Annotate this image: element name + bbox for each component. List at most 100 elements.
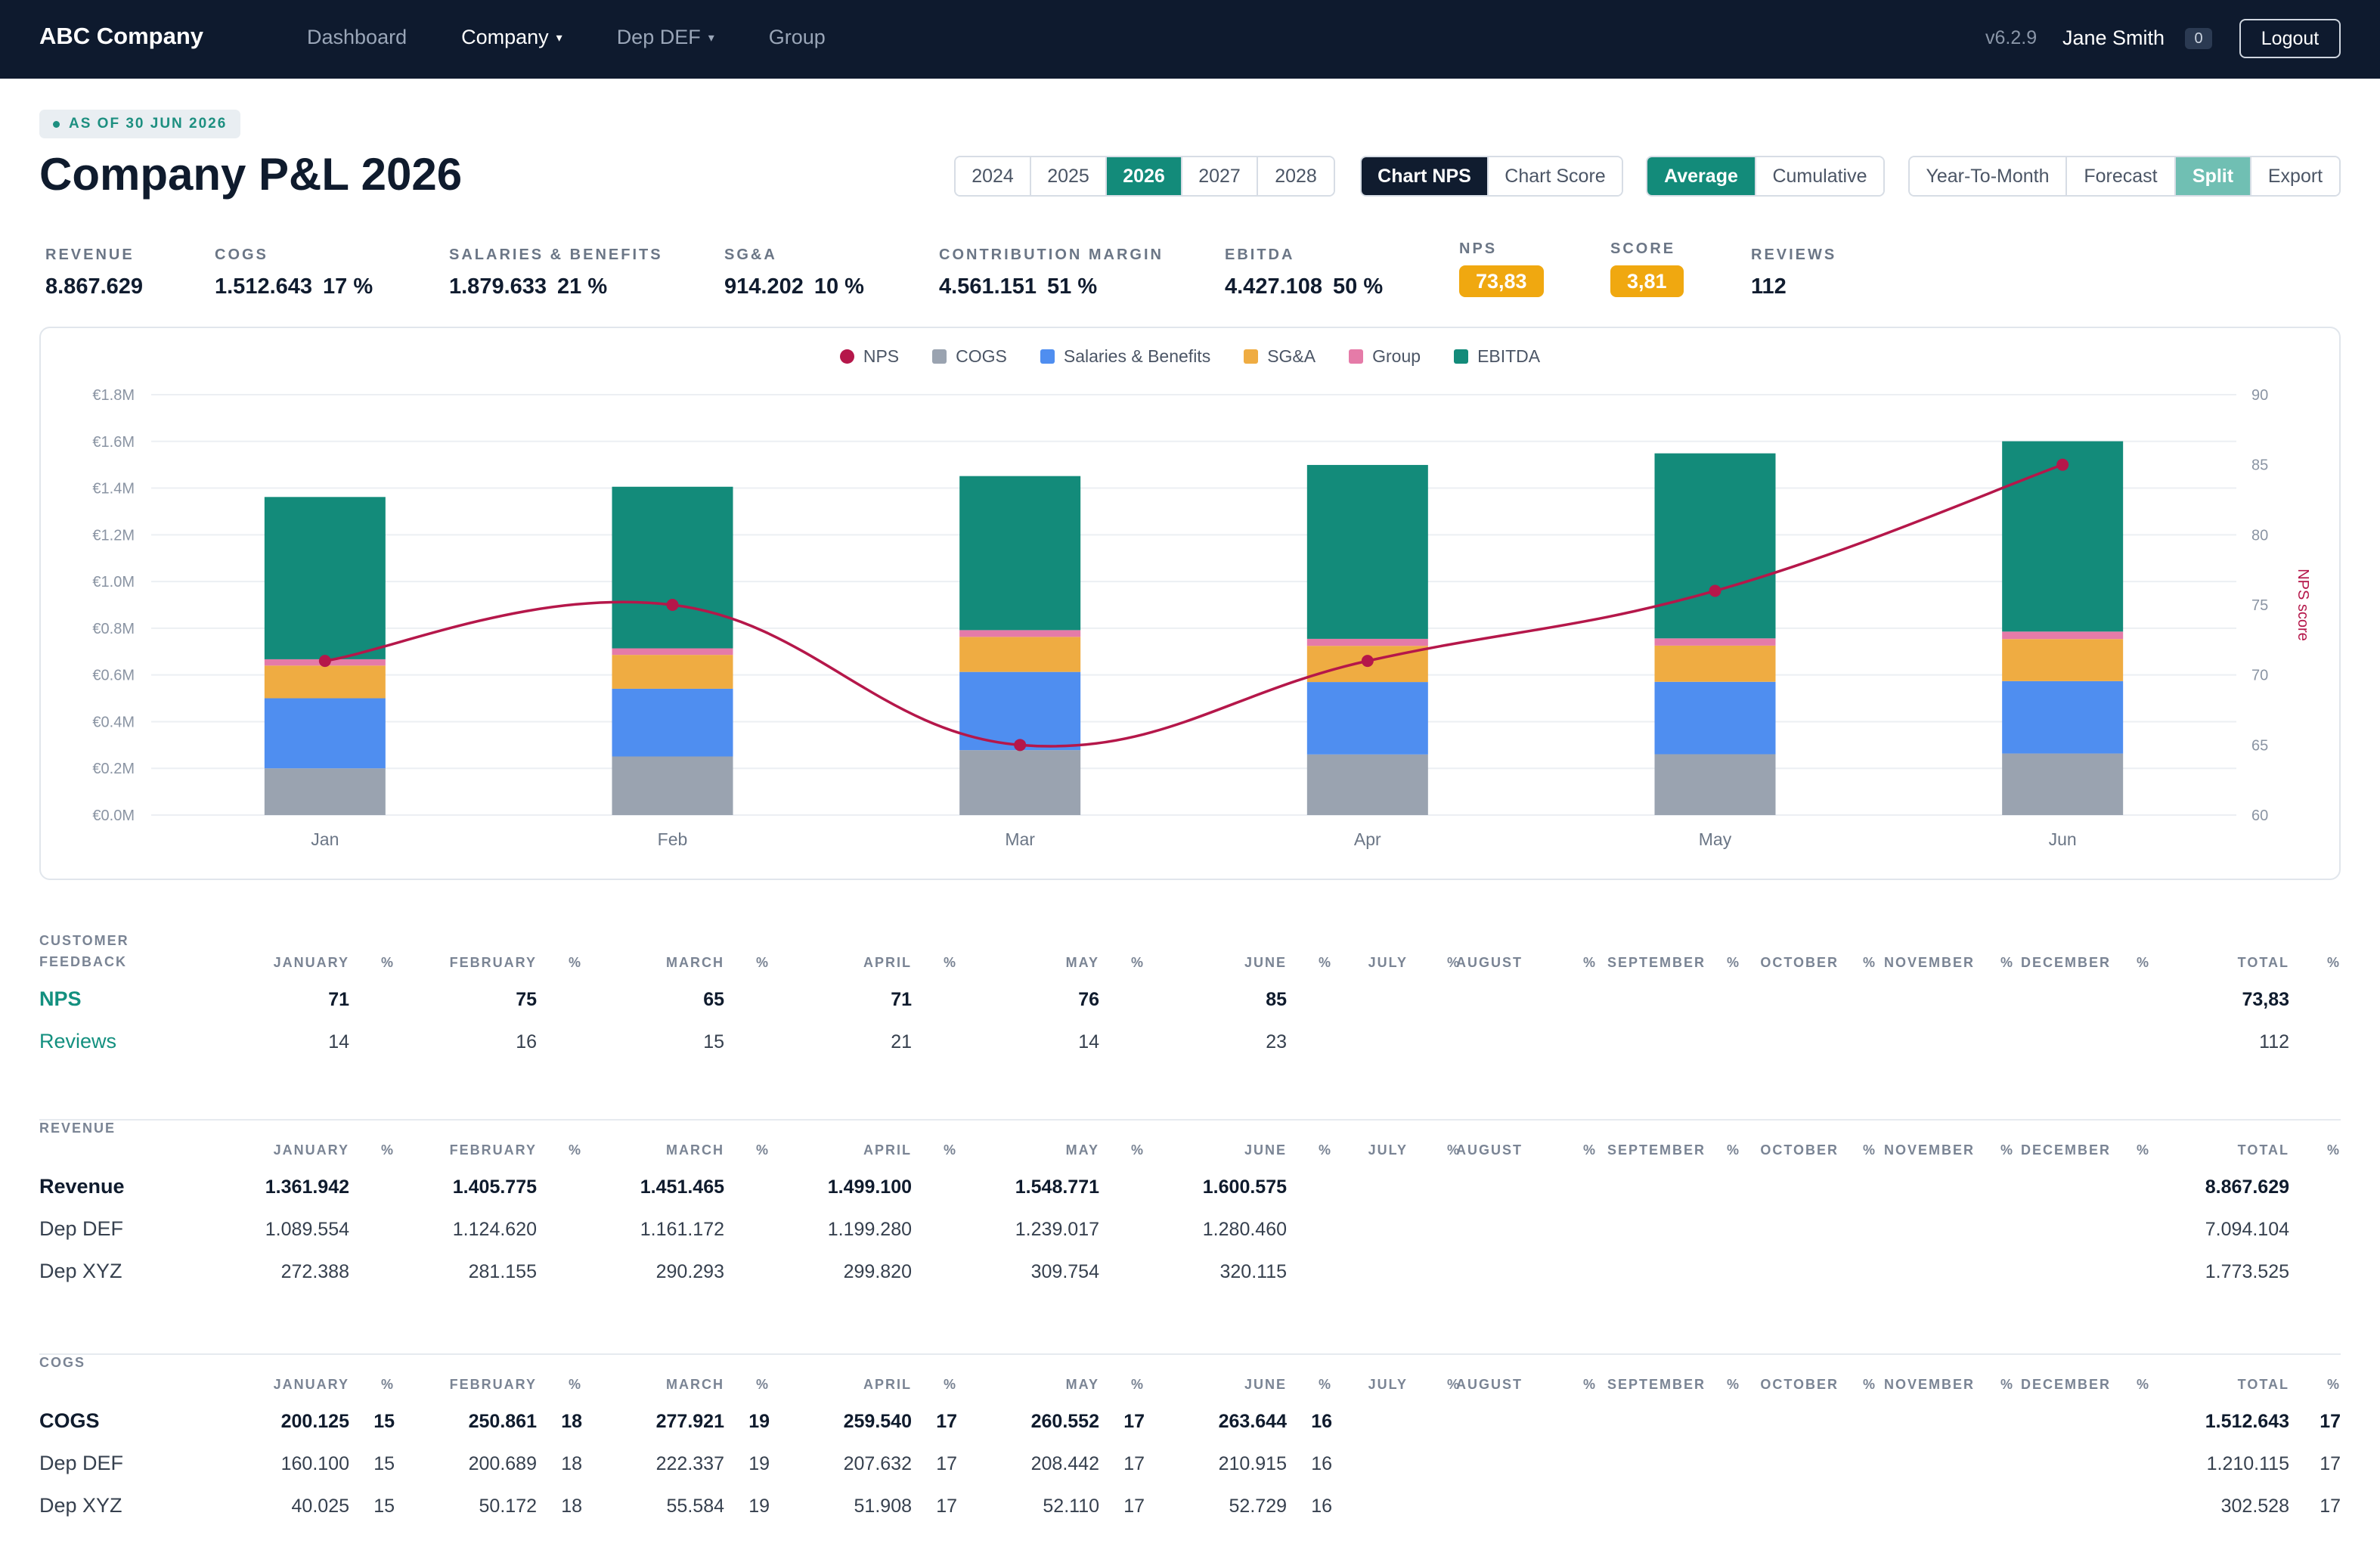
year-option-2024[interactable]: 2024 xyxy=(956,157,1031,195)
bar-segment[interactable] xyxy=(264,665,386,699)
bar-segment[interactable] xyxy=(1306,682,1428,755)
table-header: COGS JANUARY% FEBRUARY% MARCH% APRIL% MAY% JUN… xyxy=(39,1355,2341,1400)
percent-header: % xyxy=(1862,955,1876,970)
legend-item[interactable]: EBITDA xyxy=(1454,346,1540,367)
pl-nps-chart: €1.8M €1.6M €1.4M €1.2M €1.0M €0.8M €0.6M €0.4M… xyxy=(92,387,2311,849)
month-header: JANUARY xyxy=(273,1142,349,1158)
bar-segment[interactable] xyxy=(2002,680,2124,754)
bar-segment[interactable] xyxy=(612,655,733,689)
nps-point[interactable] xyxy=(666,599,679,611)
bar-segment[interactable] xyxy=(1306,754,1428,815)
kpi-value: 1.879.633 21 % xyxy=(449,274,663,299)
view-option-export[interactable]: Export xyxy=(2251,157,2339,195)
legend-swatch-icon xyxy=(1349,349,1364,364)
bar-segment[interactable] xyxy=(2002,639,2124,681)
month-header: JULY xyxy=(1368,1377,1408,1392)
nav-item-dashboard[interactable]: Dashboard xyxy=(307,26,407,49)
percent-header: % xyxy=(1318,1377,1332,1392)
y-tick-label: €0.6M xyxy=(92,668,135,684)
bar-segment[interactable] xyxy=(959,630,1081,637)
nav-item-company[interactable]: Company ▾ xyxy=(461,26,562,49)
bar-segment[interactable] xyxy=(1654,645,1776,682)
nps-point[interactable] xyxy=(1014,739,1027,752)
percent-header: % xyxy=(1862,1377,1876,1392)
bar-segment[interactable] xyxy=(612,688,733,757)
nps-point[interactable] xyxy=(1361,655,1374,668)
year-selector: 2024 2025 2026 2027 2028 xyxy=(954,156,1335,197)
bar-segment[interactable] xyxy=(1654,681,1776,755)
divider xyxy=(39,1119,2341,1121)
brand-logo[interactable]: ABC Company xyxy=(39,23,204,49)
percent-cell: 19 xyxy=(748,1453,770,1474)
agg-option-cumulative[interactable]: Cumulative xyxy=(1756,157,1883,195)
year-option-2028[interactable]: 2028 xyxy=(1258,157,1334,195)
bar-segment[interactable] xyxy=(1306,638,1428,646)
nav-item-dep-def[interactable]: Dep DEF ▾ xyxy=(617,26,714,49)
legend-item[interactable]: SG&A xyxy=(1244,346,1316,367)
year-option-2027[interactable]: 2027 xyxy=(1182,157,1258,195)
legend-item[interactable]: NPS xyxy=(839,346,899,367)
bar-segment[interactable] xyxy=(2002,631,2124,640)
bar-segment[interactable] xyxy=(1654,754,1776,815)
chart-mode-selector: Chart NPS Chart Score xyxy=(1360,156,1623,197)
month-header: DECEMBER xyxy=(2020,1377,2111,1392)
month-header: FEBRUARY xyxy=(449,955,537,970)
kpi-percent: 10 % xyxy=(813,274,864,299)
bar-segment[interactable] xyxy=(264,768,386,815)
row-label[interactable]: NPS xyxy=(39,987,82,1010)
kpi-ebitda: EBITDA 4.427.108 50 % xyxy=(1225,246,1383,299)
view-option-forecast[interactable]: Forecast xyxy=(2067,157,2176,195)
table-cell: 75 xyxy=(516,989,537,1010)
bar-segment[interactable] xyxy=(2002,753,2124,815)
nps-point[interactable] xyxy=(2056,458,2069,471)
view-option-year-to-month[interactable]: Year-To-Month xyxy=(1910,157,2067,195)
bar-segment[interactable] xyxy=(612,648,733,656)
year-option-2026[interactable]: 2026 xyxy=(1107,157,1182,195)
bar-segment[interactable] xyxy=(959,637,1081,672)
kpi-label: SG&A xyxy=(724,246,777,263)
chart-option-chart-score[interactable]: Chart Score xyxy=(1489,157,1622,195)
status-dot-icon xyxy=(53,120,60,128)
kpi-label: COGS xyxy=(215,246,268,263)
kpi-reviews: REVIEWS 112 xyxy=(1751,246,1836,299)
percent-header: % xyxy=(1582,955,1597,970)
nps-point[interactable] xyxy=(318,655,331,668)
bar-segment[interactable] xyxy=(264,497,386,659)
year-option-2025[interactable]: 2025 xyxy=(1031,157,1107,195)
user-name[interactable]: Jane Smith xyxy=(2062,26,2165,49)
table-cell: 281.155 xyxy=(468,1261,537,1282)
kpi-percent: 51 % xyxy=(1047,274,1098,299)
kpi-amount: 1.879.633 xyxy=(449,274,547,299)
nps-point[interactable] xyxy=(1709,584,1721,597)
table-cell: 85 xyxy=(1266,989,1287,1010)
legend-item[interactable]: COGS xyxy=(932,346,1007,367)
bar-segment[interactable] xyxy=(264,698,386,769)
bar-segment[interactable] xyxy=(959,476,1081,631)
row-label[interactable]: Reviews xyxy=(39,1030,117,1052)
bar-segment[interactable] xyxy=(1654,638,1776,646)
bar-segment[interactable] xyxy=(1306,464,1428,639)
table-cell: 1.499.100 xyxy=(827,1176,912,1198)
bar-segment[interactable] xyxy=(2002,441,2124,632)
table-cell: 1.161.172 xyxy=(640,1219,724,1240)
table-cell: 1.089.554 xyxy=(265,1219,349,1240)
table-cell: 71 xyxy=(891,989,912,1010)
legend-item[interactable]: Group xyxy=(1349,346,1421,367)
agg-option-average[interactable]: Average xyxy=(1647,157,1756,195)
notification-badge[interactable]: 0 xyxy=(2185,28,2212,49)
legend-item[interactable]: Salaries & Benefits xyxy=(1040,346,1210,367)
percent-header: % xyxy=(2000,1377,2014,1392)
logout-button[interactable]: Logout xyxy=(2239,19,2341,58)
y2-axis-label: NPS score xyxy=(2295,569,2311,641)
bar-segment[interactable] xyxy=(959,750,1081,815)
table-cell: 309.754 xyxy=(1030,1261,1099,1282)
table-cell: 76 xyxy=(1078,989,1099,1010)
bar-segment[interactable] xyxy=(612,756,733,815)
chart-option-chart-nps[interactable]: Chart NPS xyxy=(1362,157,1489,195)
view-option-split[interactable]: Split xyxy=(2176,157,2251,195)
bar-segment[interactable] xyxy=(1654,453,1776,639)
bar-segment[interactable] xyxy=(612,486,733,649)
total-cell: 73,83 xyxy=(2242,989,2289,1010)
nav-item-group[interactable]: Group xyxy=(769,26,826,49)
bar-segment[interactable] xyxy=(959,671,1081,751)
